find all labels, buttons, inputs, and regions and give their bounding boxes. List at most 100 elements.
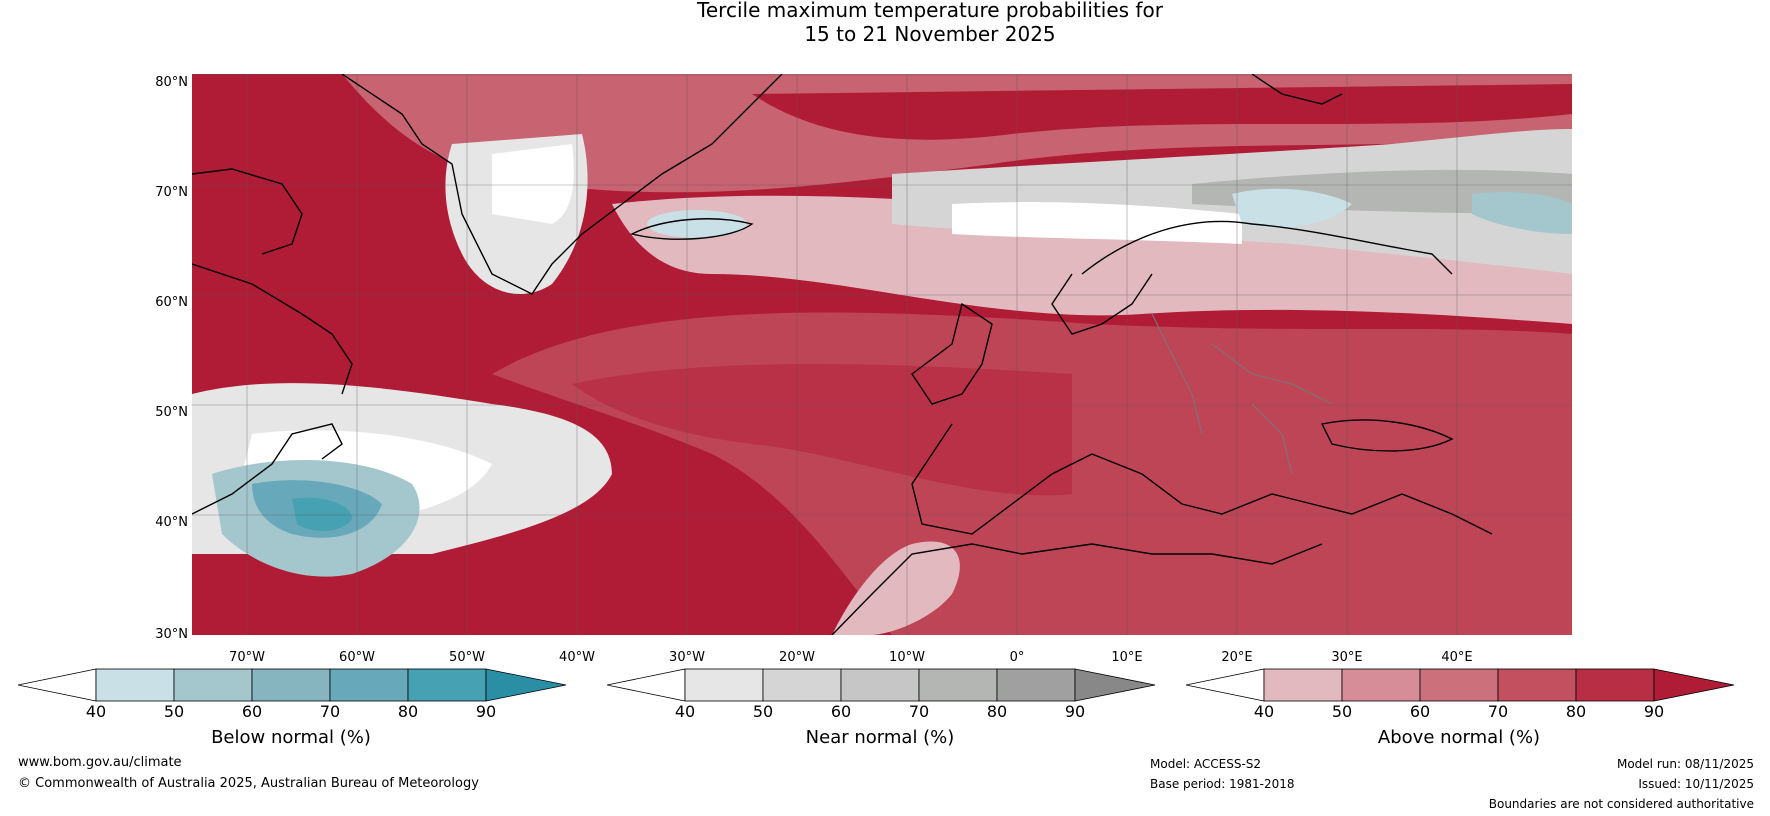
lon-label-70w: 70°W bbox=[229, 650, 265, 665]
colorbar-above-bin-3 bbox=[1419, 668, 1499, 702]
colorbar-above-bin-1 bbox=[1263, 668, 1343, 702]
region-below-russia bbox=[1472, 192, 1572, 234]
lon-label-50w: 50°W bbox=[449, 650, 485, 665]
colorbar-below-bin-1 bbox=[95, 668, 175, 702]
coast-britain bbox=[911, 302, 993, 405]
colorbar-below-bin-2 bbox=[173, 668, 253, 702]
colorbar-below-bin-4 bbox=[329, 668, 409, 702]
colorbar-above-high-arrow bbox=[1653, 668, 1735, 702]
lat-label-50n: 50°N bbox=[155, 405, 188, 420]
colorbar-below bbox=[18, 668, 567, 702]
coast-labrador bbox=[192, 263, 353, 395]
coast-scandinavia bbox=[1081, 220, 1453, 275]
coast-baffin bbox=[192, 168, 303, 255]
region-below-80 bbox=[292, 497, 352, 531]
region-above-40-africa bbox=[832, 541, 960, 635]
colorbar-below-tick: 80 bbox=[397, 702, 419, 721]
coast-black-sea bbox=[1320, 419, 1454, 452]
colorbar-near-tick: 70 bbox=[908, 702, 930, 721]
coast-iceland bbox=[629, 218, 754, 240]
coast-svalbard bbox=[1251, 74, 1343, 105]
lon-label-10w: 10°W bbox=[889, 650, 925, 665]
colorbar-above-bin-4 bbox=[1497, 668, 1577, 702]
colorbar-near-tick: 90 bbox=[1064, 702, 1086, 721]
colorbar-near bbox=[607, 668, 1156, 702]
lon-label-60w: 60°W bbox=[339, 650, 375, 665]
colorbar-near-bin-5 bbox=[996, 668, 1076, 702]
lat-label-40n: 40°N bbox=[155, 515, 188, 530]
map-title: Tercile maximum temperature probabilitie… bbox=[0, 0, 1770, 46]
region-above-80 bbox=[572, 364, 1072, 496]
colorbar-above-tick: 40 bbox=[1253, 702, 1275, 721]
model-run-text: Model run: 08/11/2025 bbox=[1616, 757, 1754, 771]
colorbar-below-tick: 90 bbox=[475, 702, 497, 721]
colorbar-below-low-arrow bbox=[18, 668, 97, 702]
colorbar-above-bin-2 bbox=[1341, 668, 1421, 702]
colorbar-near-tick: 40 bbox=[674, 702, 696, 721]
lon-label-10e: 10°E bbox=[1111, 650, 1143, 665]
colorbar-above-label: Above normal (%) bbox=[1377, 727, 1541, 748]
title-line-1: Tercile maximum temperature probabilitie… bbox=[697, 0, 1163, 22]
colorbar-near-label: Near normal (%) bbox=[805, 727, 955, 748]
colorbar-below-label: Below normal (%) bbox=[211, 727, 371, 748]
region-below-iceland bbox=[647, 210, 747, 238]
colorbar-below-bin-3 bbox=[251, 668, 331, 702]
colorbar-below-tick: 70 bbox=[319, 702, 341, 721]
colorbar-below-high-arrow bbox=[485, 668, 567, 702]
coast-mediterranean-north bbox=[911, 423, 1493, 535]
lon-label-40e: 40°E bbox=[1441, 650, 1473, 665]
border-2 bbox=[1211, 343, 1333, 405]
colorbar-near-high-arrow bbox=[1074, 668, 1156, 702]
colorbar-near-tick: 80 bbox=[986, 702, 1008, 721]
coast-greenland bbox=[341, 74, 783, 295]
colorbar-above-tick: 90 bbox=[1643, 702, 1665, 721]
coastlines bbox=[192, 74, 1493, 635]
border-1 bbox=[1151, 313, 1203, 435]
lon-label-20w: 20°W bbox=[779, 650, 815, 665]
copyright-text: © Commonwealth of Australia 2025, Austra… bbox=[18, 776, 479, 791]
colorbar-above-tick: 50 bbox=[1331, 702, 1353, 721]
probability-map bbox=[192, 74, 1572, 635]
coast-us-east bbox=[192, 423, 343, 515]
lon-label-0: 0° bbox=[1009, 650, 1025, 665]
colorbar-above-tick: 60 bbox=[1409, 702, 1431, 721]
lon-label-30e: 30°E bbox=[1331, 650, 1363, 665]
disclaimer-text: Boundaries are not considered authoritat… bbox=[1488, 797, 1754, 811]
region-below-scandinavia bbox=[1232, 188, 1352, 228]
lat-label-80n: 80°N bbox=[155, 75, 188, 90]
lon-label-30w: 30°W bbox=[669, 650, 705, 665]
colorbar-below-tick: 40 bbox=[85, 702, 107, 721]
country-borders bbox=[1151, 313, 1333, 475]
coast-north-africa bbox=[831, 543, 1323, 635]
border-3 bbox=[1251, 403, 1293, 475]
colorbar-near-bin-2 bbox=[762, 668, 842, 702]
colorbar-near-bin-4 bbox=[918, 668, 998, 702]
region-normal-white bbox=[952, 202, 1242, 244]
colorbar-near-bin-3 bbox=[840, 668, 920, 702]
lon-label-20e: 20°E bbox=[1221, 650, 1253, 665]
colorbar-near-tick: 50 bbox=[752, 702, 774, 721]
lat-label-60n: 60°N bbox=[155, 295, 188, 310]
lat-label-70n: 70°N bbox=[155, 185, 188, 200]
graticule bbox=[192, 74, 1572, 635]
region-above-90-north bbox=[752, 84, 1572, 140]
lon-label-40w: 40°W bbox=[559, 650, 595, 665]
colorbar-above-low-arrow bbox=[1186, 668, 1265, 702]
website-link[interactable]: www.bom.gov.au/climate bbox=[18, 755, 182, 770]
colorbar-near-bin-1 bbox=[684, 668, 764, 702]
model-text: Model: ACCESS-S2 bbox=[1150, 757, 1262, 771]
base-period-text: Base period: 1981-2018 bbox=[1150, 777, 1295, 791]
colorbar-above bbox=[1186, 668, 1735, 702]
colorbar-above-tick: 70 bbox=[1487, 702, 1509, 721]
colorbar-above-bin-5 bbox=[1575, 668, 1655, 702]
colorbar-below-bin-5 bbox=[407, 668, 487, 702]
colorbar-below-tick: 60 bbox=[241, 702, 263, 721]
issued-text: Issued: 10/11/2025 bbox=[1638, 777, 1754, 791]
colorbar-below-tick: 50 bbox=[163, 702, 185, 721]
colorbar-above-tick: 80 bbox=[1565, 702, 1587, 721]
region-above-40-central bbox=[612, 195, 1572, 324]
lat-label-30n: 30°N bbox=[155, 627, 188, 642]
colorbar-near-tick: 60 bbox=[830, 702, 852, 721]
coast-norway-south bbox=[1051, 273, 1153, 335]
title-line-2: 15 to 21 November 2025 bbox=[804, 22, 1056, 46]
